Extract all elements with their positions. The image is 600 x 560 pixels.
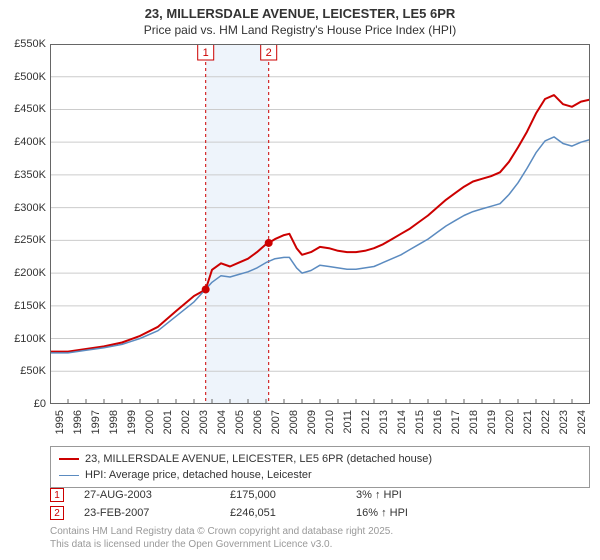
x-tick-label: 2014 — [396, 410, 408, 434]
chart-svg: 12 — [50, 44, 590, 404]
y-tick-label: £400K — [14, 136, 46, 148]
x-tick-label: 2012 — [360, 410, 372, 434]
x-tick-label: 2010 — [324, 410, 336, 434]
y-tick-label: £50K — [20, 365, 46, 377]
x-tick-label: 2013 — [378, 410, 390, 434]
chart-subtitle: Price paid vs. HM Land Registry's House … — [0, 23, 600, 39]
y-tick-label: £200K — [14, 267, 46, 279]
x-tick-label: 2003 — [198, 410, 210, 434]
x-tick-label: 2021 — [522, 410, 534, 434]
x-tick-label: 1998 — [108, 410, 120, 434]
sale-price: £246,051 — [230, 507, 350, 519]
chart-title: 23, MILLERSDALE AVENUE, LEICESTER, LE5 6… — [0, 0, 600, 23]
legend-label: 23, MILLERSDALE AVENUE, LEICESTER, LE5 6… — [85, 453, 432, 465]
legend: 23, MILLERSDALE AVENUE, LEICESTER, LE5 6… — [50, 446, 590, 488]
x-tick-label: 1997 — [90, 410, 102, 434]
sale-date: 27-AUG-2003 — [84, 489, 224, 501]
x-tick-label: 2008 — [288, 410, 300, 434]
sale-price: £175,000 — [230, 489, 350, 501]
sale-row: 2 23-FEB-2007 £246,051 16% ↑ HPI — [50, 504, 590, 522]
sale-delta: 3% ↑ HPI — [356, 489, 476, 501]
y-tick-label: £550K — [14, 38, 46, 50]
y-axis: £0£50K£100K£150K£200K£250K£300K£350K£400… — [0, 44, 48, 404]
y-tick-label: £450K — [14, 103, 46, 115]
y-tick-label: £250K — [14, 234, 46, 246]
x-tick-label: 2004 — [216, 410, 228, 434]
legend-label: HPI: Average price, detached house, Leic… — [85, 469, 312, 481]
y-tick-label: £100K — [14, 333, 46, 345]
x-tick-label: 1996 — [72, 410, 84, 434]
x-axis: 1995 1996 1997 1998 1999 2000 2001 2002 2003 2004… — [50, 406, 590, 446]
x-tick-label: 2019 — [486, 410, 498, 434]
x-tick-label: 2006 — [252, 410, 264, 434]
footer: Contains HM Land Registry data © Crown c… — [50, 526, 590, 551]
x-tick-label: 2007 — [270, 410, 282, 434]
sale-date: 23-FEB-2007 — [84, 507, 224, 519]
plot-area: 12 — [50, 44, 590, 404]
chart-container: 23, MILLERSDALE AVENUE, LEICESTER, LE5 6… — [0, 0, 600, 560]
x-tick-label: 2011 — [342, 410, 354, 434]
legend-swatch — [59, 475, 79, 476]
x-tick-label: 2002 — [180, 410, 192, 434]
legend-item: 23, MILLERSDALE AVENUE, LEICESTER, LE5 6… — [59, 451, 581, 467]
y-tick-label: £0 — [34, 398, 46, 410]
x-tick-label: 2001 — [162, 410, 174, 434]
x-tick-label: 2023 — [558, 410, 570, 434]
x-tick-label: 2018 — [468, 410, 480, 434]
sale-delta: 16% ↑ HPI — [356, 507, 476, 519]
x-tick-label: 2009 — [306, 410, 318, 434]
x-tick-label: 2022 — [540, 410, 552, 434]
x-tick-label: 2024 — [576, 410, 588, 434]
y-tick-label: £300K — [14, 202, 46, 214]
sale-row: 1 27-AUG-2003 £175,000 3% ↑ HPI — [50, 486, 590, 504]
sale-marker-box: 2 — [50, 506, 64, 520]
x-tick-label: 2000 — [144, 410, 156, 434]
x-tick-label: 1999 — [126, 410, 138, 434]
footer-line-2: This data is licensed under the Open Gov… — [50, 539, 590, 552]
legend-swatch — [59, 458, 79, 460]
y-tick-label: £350K — [14, 169, 46, 181]
x-tick-label: 1995 — [54, 410, 66, 434]
footer-line-1: Contains HM Land Registry data © Crown c… — [50, 526, 590, 539]
y-tick-label: £500K — [14, 71, 46, 83]
y-tick-label: £150K — [14, 300, 46, 312]
x-tick-label: 2005 — [234, 410, 246, 434]
sale-marker-box: 1 — [50, 488, 64, 502]
svg-text:2: 2 — [266, 47, 272, 59]
x-tick-label: 2020 — [504, 410, 516, 434]
x-tick-label: 2016 — [432, 410, 444, 434]
sales-table: 1 27-AUG-2003 £175,000 3% ↑ HPI 2 23-FEB-2007… — [50, 486, 590, 522]
x-tick-label: 2015 — [414, 410, 426, 434]
legend-item: HPI: Average price, detached house, Leic… — [59, 467, 581, 483]
svg-text:1: 1 — [203, 47, 209, 59]
x-tick-label: 2017 — [450, 410, 462, 434]
